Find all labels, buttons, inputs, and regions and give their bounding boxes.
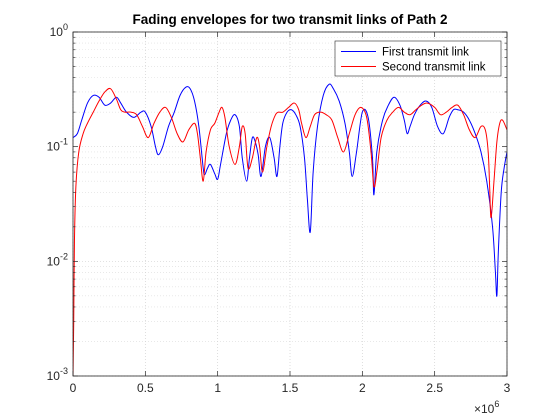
y-tick-base: 10 bbox=[47, 369, 61, 383]
x-tick-label: 3 bbox=[504, 381, 511, 395]
y-tick-label: 100 bbox=[50, 22, 68, 39]
x-exponent-base: ×10 bbox=[474, 402, 495, 416]
legend-box bbox=[334, 40, 502, 77]
y-tick-exponent: -1 bbox=[60, 137, 68, 147]
y-tick-exponent: -3 bbox=[60, 366, 68, 376]
y-tick-exponent: -2 bbox=[60, 251, 68, 261]
x-tick-label: 0 bbox=[70, 381, 77, 395]
y-tick-label: 10-3 bbox=[47, 366, 68, 383]
y-tick-label: 10-2 bbox=[47, 251, 68, 268]
legend: First transmit link Second transmit link bbox=[334, 40, 502, 77]
x-tick-label: 1 bbox=[214, 381, 221, 395]
x-tick-label: 0.5 bbox=[137, 381, 154, 395]
series-lines bbox=[73, 83, 507, 376]
legend-label-first-link: First transmit link bbox=[382, 47, 469, 59]
series-line-second-transmit-link bbox=[73, 87, 507, 376]
y-tick-exponent: 0 bbox=[63, 22, 68, 32]
y-tick-base: 10 bbox=[47, 254, 61, 268]
x-axis-exponent-note: ×106 bbox=[474, 399, 499, 416]
x-exponent-power: 6 bbox=[494, 399, 499, 409]
x-tick-label: 2.5 bbox=[426, 381, 443, 395]
y-tick-base: 10 bbox=[50, 25, 64, 39]
y-tick-base: 10 bbox=[47, 140, 61, 154]
x-tick-label: 1.5 bbox=[282, 381, 299, 395]
y-tick-label: 10-1 bbox=[47, 137, 68, 154]
series-line-first-transmit-link bbox=[73, 83, 507, 297]
x-tick-label: 2 bbox=[359, 381, 366, 395]
legend-label-second-link: Second transmit link bbox=[382, 62, 486, 74]
chart-title: Fading envelopes for two transmit links … bbox=[132, 12, 447, 27]
